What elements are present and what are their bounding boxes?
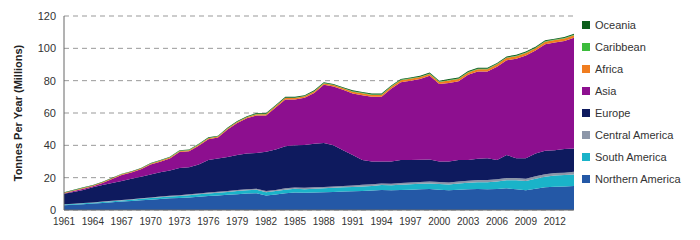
html-text:Central America: Central America <box>595 129 674 141</box>
svg-text:20: 20 <box>44 172 56 184</box>
svg-text:2003: 2003 <box>457 216 480 227</box>
svg-text:1967: 1967 <box>111 216 134 227</box>
html-text:South America: South America <box>595 151 667 163</box>
svg-text:80: 80 <box>44 75 56 87</box>
svg-text:1970: 1970 <box>139 216 162 227</box>
svg-text:120: 120 <box>38 10 56 22</box>
svg-text:1988: 1988 <box>313 216 336 227</box>
svg-text:1964: 1964 <box>82 216 105 227</box>
svg-text:2000: 2000 <box>428 216 451 227</box>
html-text:Asia: Asia <box>595 85 617 97</box>
svg-text:60: 60 <box>44 107 56 119</box>
html-text:Europe: Europe <box>595 107 631 119</box>
svg-text:1973: 1973 <box>168 216 191 227</box>
html-text:Northern America: Northern America <box>595 173 681 185</box>
svg-text:Tonnes Per Year (Millions): Tonnes Per Year (Millions) <box>12 44 24 181</box>
svg-text:2009: 2009 <box>515 216 538 227</box>
svg-text:0: 0 <box>50 204 56 216</box>
svg-text:2006: 2006 <box>486 216 509 227</box>
svg-text:1982: 1982 <box>255 216 278 227</box>
svg-text:1961: 1961 <box>53 216 76 227</box>
html-text:Oceania: Oceania <box>595 19 636 31</box>
svg-text:1991: 1991 <box>342 216 365 227</box>
svg-text:1997: 1997 <box>399 216 422 227</box>
svg-text:1979: 1979 <box>226 216 249 227</box>
html-text:Africa: Africa <box>595 63 624 75</box>
svg-text:1985: 1985 <box>284 216 307 227</box>
svg-text:1976: 1976 <box>197 216 220 227</box>
svg-text:100: 100 <box>38 42 56 54</box>
svg-text:1994: 1994 <box>370 216 393 227</box>
svg-text:40: 40 <box>44 139 56 151</box>
html-text:Caribbean: Caribbean <box>595 41 646 53</box>
svg-text:2012: 2012 <box>544 216 567 227</box>
